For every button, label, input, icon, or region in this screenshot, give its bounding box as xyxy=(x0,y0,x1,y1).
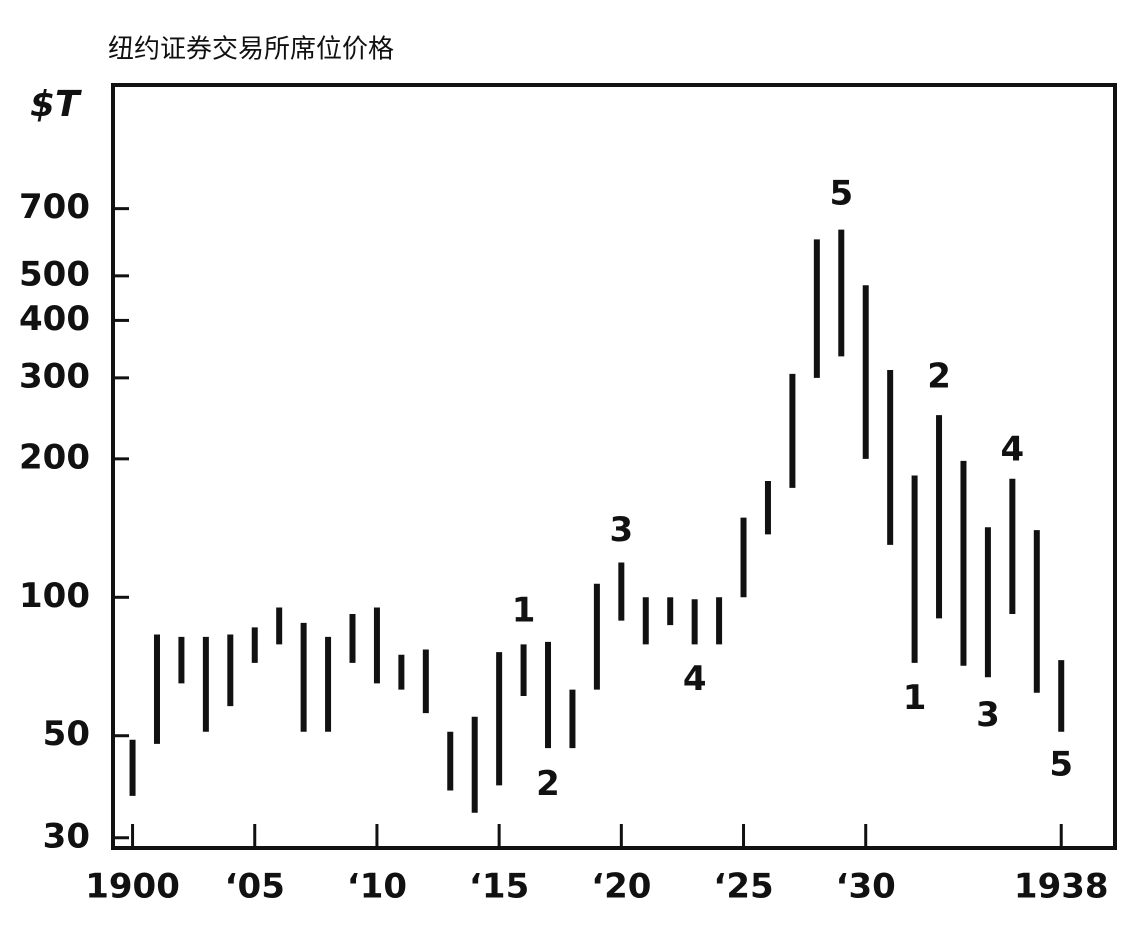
wave-label: 2 xyxy=(927,356,951,396)
y-tick-label: 100 xyxy=(19,576,90,616)
y-tick-label: 500 xyxy=(19,254,90,294)
wave-label: 5 xyxy=(829,173,853,213)
y-tick-label: 200 xyxy=(19,437,90,477)
x-tick-label: 1938 xyxy=(1014,867,1109,907)
wave-label: 3 xyxy=(976,695,1000,735)
chart-title: 纽约证券交易所席位价格 xyxy=(108,35,394,65)
x-tick-label: 1900 xyxy=(85,867,180,907)
x-tick-label: ‘05 xyxy=(225,867,285,907)
x-tick-label: ‘20 xyxy=(591,867,651,907)
x-tick-label: ‘15 xyxy=(469,867,529,907)
wave-label: 2 xyxy=(536,764,560,804)
y-tick-label: 400 xyxy=(19,299,90,339)
wave-label: 3 xyxy=(609,510,633,550)
x-tick-label: ‘25 xyxy=(713,867,773,907)
y-tick-label: 30 xyxy=(43,816,90,856)
wave-label: 1 xyxy=(512,590,536,630)
x-tick-label: ‘10 xyxy=(347,867,407,907)
wave-label: 5 xyxy=(1049,744,1073,784)
plot-frame xyxy=(111,83,1117,850)
y-tick-label: 50 xyxy=(43,714,90,754)
y-tick-label: 700 xyxy=(19,187,90,227)
wave-label: 1 xyxy=(903,678,927,718)
x-tick-label: ‘30 xyxy=(836,867,896,907)
y-axis-label: $T xyxy=(30,84,82,125)
wave-label: 4 xyxy=(1001,430,1025,470)
wave-label: 4 xyxy=(683,659,707,699)
y-tick-label: 300 xyxy=(19,356,90,396)
